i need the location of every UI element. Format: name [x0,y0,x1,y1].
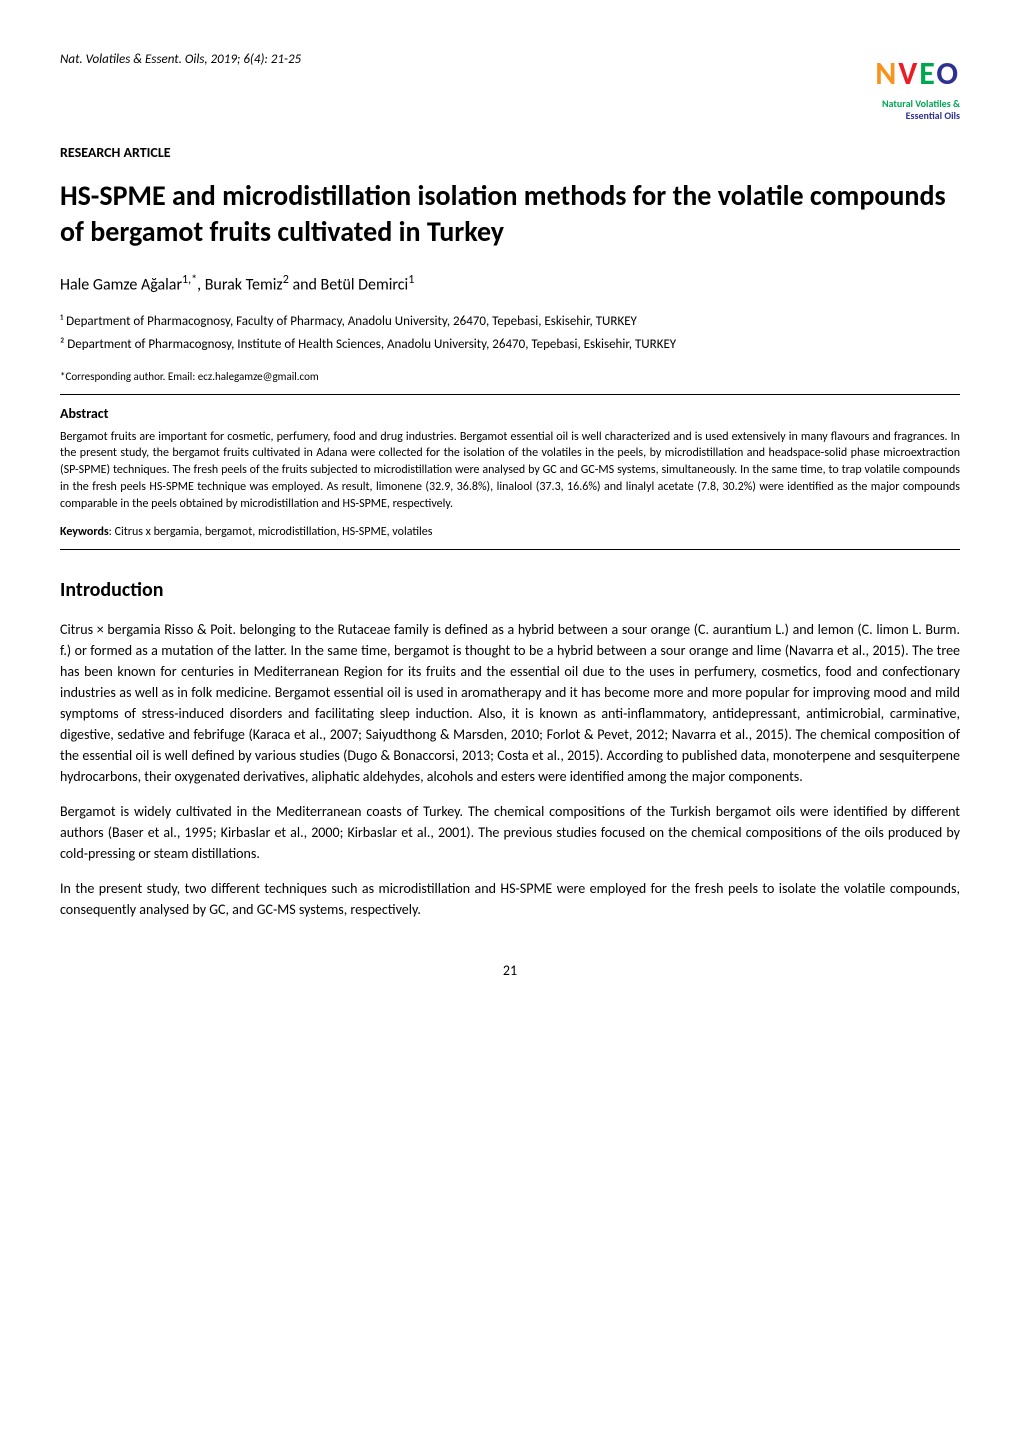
article-type: RESEARCH ARTICLE [60,142,960,163]
abstract-heading: Abstract [60,403,960,424]
logo-letter-n: N [875,54,898,93]
divider-bottom [60,549,960,550]
page-number: 21 [60,960,960,981]
divider-top [60,394,960,395]
article-title: HS-SPME and microdistillation isolation … [60,178,960,251]
logo-letter-v: V [898,54,919,93]
keywords-text: : Citrus x bergamia, bergamot, microdist… [109,525,433,539]
affiliation-2: ² Department of Pharmacognosy, Institute… [60,335,960,355]
keywords-line: Keywords: Citrus x bergamia, bergamot, m… [60,523,960,541]
header-row: Nat. Volatiles & Essent. Oils, 2019; 6(4… [60,50,960,122]
abstract-body: Bergamot fruits are important for cosmet… [60,429,960,513]
authors-line: Hale Gamze Ağalar1,*, Burak Temiz2 and B… [60,271,960,297]
keywords-label: Keywords [60,525,109,539]
logo-subtitle-2: Essential Oils [875,110,960,122]
logo-letter-e: E [919,54,936,93]
corresponding-author: *Corresponding author. Email: ecz.halega… [60,369,960,386]
journal-logo: NVEO Natural Volatiles & Essential Oils [875,50,960,122]
intro-para-1: Citrus × bergamia Risso & Poit. belongin… [60,619,960,787]
intro-para-2: Bergamot is widely cultivated in the Med… [60,801,960,864]
logo-letter-o: O [936,54,960,93]
intro-para-3: In the present study, two different tech… [60,878,960,920]
introduction-heading: Introduction [60,575,960,605]
logo-main: NVEO [875,50,960,98]
journal-reference: Nat. Volatiles & Essent. Oils, 2019; 6(4… [60,50,301,70]
affiliation-1: ¹ Department of Pharmacognosy, Faculty o… [60,312,960,332]
